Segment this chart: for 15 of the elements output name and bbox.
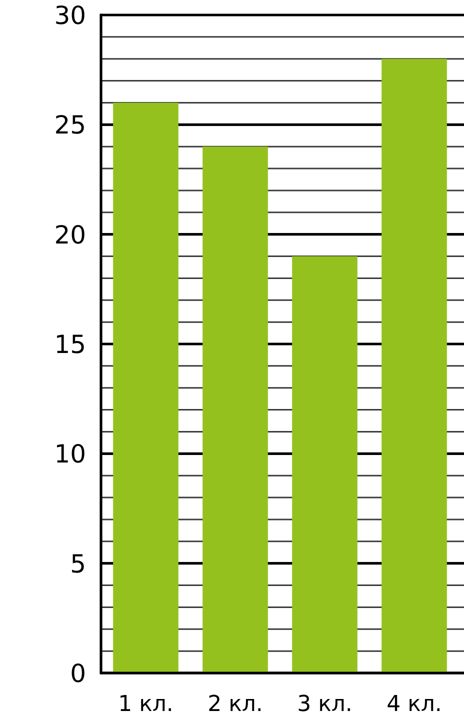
x-tick-label: 4 кл.	[386, 692, 442, 717]
y-tick-label: 25	[54, 110, 86, 140]
y-tick-label: 30	[54, 1, 86, 30]
bar	[202, 146, 268, 673]
x-tick-label: 1 кл.	[118, 692, 174, 717]
y-tick-label: 15	[54, 330, 86, 359]
y-tick-label: 5	[70, 549, 86, 578]
x-tick-label: 3 кл.	[297, 692, 352, 717]
y-tick-label: 10	[54, 440, 86, 469]
y-tick-label: 20	[54, 220, 86, 250]
bar	[382, 58, 447, 673]
x-tick-label: 2 кл.	[208, 692, 263, 717]
y-tick-label: 0	[70, 659, 86, 688]
bar	[292, 256, 358, 673]
bar	[113, 102, 178, 673]
